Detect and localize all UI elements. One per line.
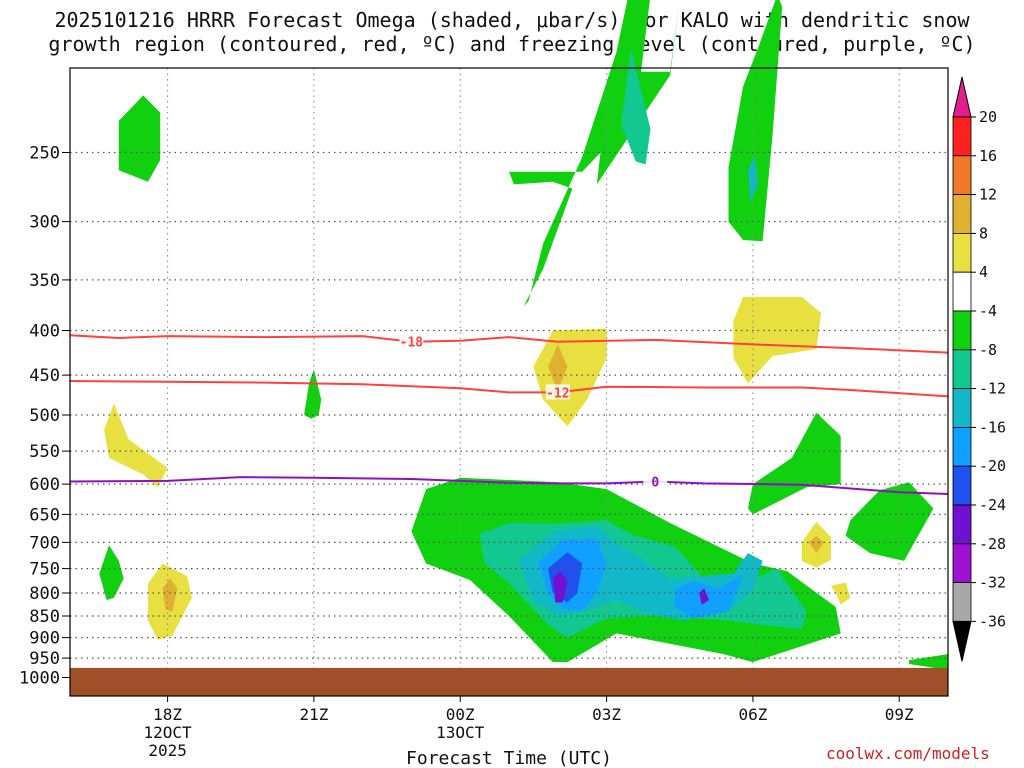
omega-region-3: [509, 0, 650, 307]
omega-region-11: [104, 403, 168, 488]
contour-line-1: [69, 380, 949, 398]
colorbar-swatch-3: [952, 232, 972, 273]
x-tick-label-1: 21Z: [299, 705, 328, 724]
colorbar-swatch-10: [952, 504, 972, 545]
omega-region-2: [99, 545, 124, 600]
y-tick-label-1: 300: [29, 213, 60, 233]
colorbar-label-4: 4: [979, 263, 988, 281]
y-tick-label-0: 250: [29, 144, 60, 164]
omega-region-26: [162, 578, 178, 612]
omega-region-27: [548, 344, 568, 392]
colorbar-label-2: 12: [979, 186, 997, 204]
contour-label-bg-0: [399, 333, 424, 349]
contour-label-1: -12: [546, 386, 569, 401]
omega-region-1: [304, 369, 322, 419]
x-tick-label-0: 18Z: [153, 705, 182, 724]
x-tick-label-3: 03Z: [592, 705, 621, 724]
x-tick-year-0: 2025: [148, 741, 187, 760]
y-tick-label-7: 600: [29, 475, 60, 495]
colorbar-swatch-12: [952, 582, 972, 622]
colorbar-swatch-1: [952, 155, 972, 196]
colorbar-swatch-5: [952, 310, 972, 351]
colorbar-label-3: 8: [979, 224, 988, 242]
colorbar-swatch-6: [952, 349, 972, 389]
x-tick-label-5: 09Z: [885, 705, 914, 724]
x-tick-date-0: 12OCT: [144, 723, 193, 742]
y-axis: 2503003504004505005506006507007508008509…: [19, 144, 70, 689]
omega-region-10: [909, 654, 948, 670]
y-tick-label-4: 450: [29, 366, 60, 386]
colorbar: 20 16 12 8 4 -4 -8 -12 -16 -20 -24 -28 -32 -36: [952, 76, 1006, 662]
contour-label-bg-2: [643, 473, 668, 489]
colorbar-label-1: 16: [979, 147, 997, 165]
x-tick-date-2: 13OCT: [436, 723, 485, 742]
y-tick-label-10: 750: [29, 560, 60, 580]
x-tick-label-2: 00Z: [446, 705, 475, 724]
y-tick-label-12: 850: [29, 607, 60, 627]
omega-region-17: [621, 48, 651, 165]
omega-region-28: [809, 535, 824, 554]
y-tick-label-14: 950: [29, 649, 60, 669]
colorbar-swatch-2: [952, 194, 972, 234]
below-ground-surface: [70, 667, 948, 696]
colorbar-label-13: -36: [979, 612, 1006, 630]
title-line-2: growth region (contoured, red, ºC) and f…: [48, 32, 976, 56]
colorbar-swatch-4: [952, 271, 972, 312]
y-tick-label-8: 650: [29, 505, 60, 525]
watermark: coolwx.com/models: [826, 744, 990, 763]
y-tick-label-2: 350: [29, 271, 60, 291]
contour-line-2: [69, 476, 949, 495]
colorbar-swatch-7: [952, 388, 972, 428]
x-axis-label: Forecast Time (UTC): [406, 748, 612, 768]
colorbar-swatch-9: [952, 465, 972, 506]
omega-region-13: [533, 328, 607, 427]
contour-line-0: [69, 334, 949, 354]
y-tick-label-15: 1000: [19, 669, 60, 689]
contour-label-2: 0: [651, 476, 659, 491]
y-tick-label-9: 700: [29, 533, 60, 553]
x-tick-label-4: 06Z: [738, 705, 767, 724]
colorbar-swatch-11: [952, 543, 972, 583]
omega-region-5: [728, 0, 783, 242]
y-tick-label-6: 550: [29, 442, 60, 462]
title-line-1: 2025101216 HRRR Forecast Omega (shaded, …: [54, 8, 970, 32]
omega-region-14: [733, 296, 822, 384]
omega-fill-layer: [99, 0, 948, 696]
omega-region-24: [552, 571, 568, 603]
colorbar-label-11: -28: [979, 535, 1006, 553]
colorbar-label-0: 20: [979, 108, 997, 126]
colorbar-swatch-0: [952, 116, 972, 157]
colorbar-label-6: -8: [979, 341, 997, 359]
contour-layer: -18 -12 0: [69, 333, 949, 495]
colorbar-swatch-8: [952, 426, 972, 467]
y-tick-label-11: 800: [29, 584, 60, 604]
omega-region-25: [699, 588, 709, 605]
contour-label-bg-1: [545, 384, 570, 400]
colorbar-under-arrow: [952, 620, 972, 662]
colorbar-label-12: -32: [979, 574, 1006, 592]
omega-region-0: [118, 95, 161, 182]
colorbar-label-7: -12: [979, 380, 1006, 398]
omega-region-9: [845, 482, 934, 561]
colorbar-label-5: -4: [979, 302, 997, 320]
contour-label-0: -18: [400, 336, 424, 351]
chart-title: 2025101216 HRRR Forecast Omega (shaded, …: [0, 8, 1024, 56]
colorbar-over-arrow: [952, 76, 972, 118]
omega-region-22: [674, 574, 744, 619]
omega-region-8: [748, 412, 841, 515]
y-tick-label-3: 400: [29, 322, 60, 342]
plot-frame: [69, 67, 949, 697]
surface-layer: [70, 667, 948, 696]
colorbar-label-9: -20: [979, 457, 1006, 475]
colorbar-label-10: -24: [979, 496, 1006, 514]
y-tick-label-5: 500: [29, 406, 60, 426]
colorbar-label-8: -16: [979, 418, 1006, 436]
y-tick-label-13: 900: [29, 629, 60, 649]
grid-layer: [70, 68, 948, 696]
